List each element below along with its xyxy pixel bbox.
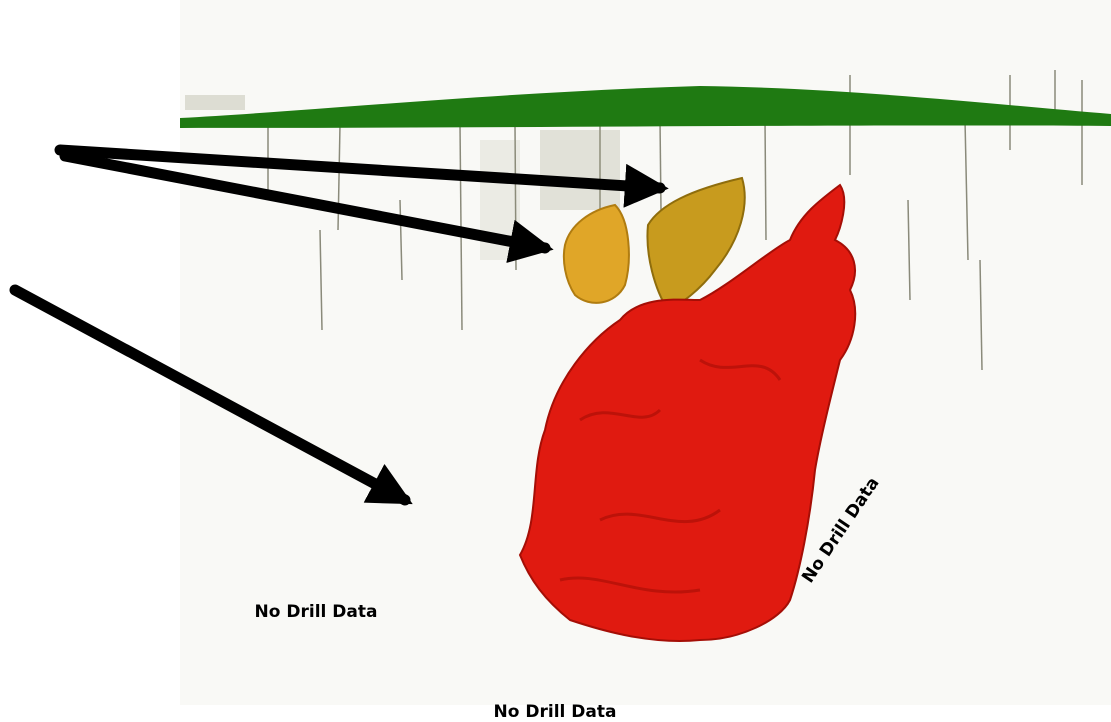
figure: No Drill Data No Drill Data No Drill Dat…	[0, 0, 1111, 722]
scene: No Drill Data No Drill Data No Drill Dat…	[0, 0, 1111, 722]
annotation: No Drill Data	[494, 702, 617, 722]
annotation: No Drill Data	[255, 602, 378, 622]
